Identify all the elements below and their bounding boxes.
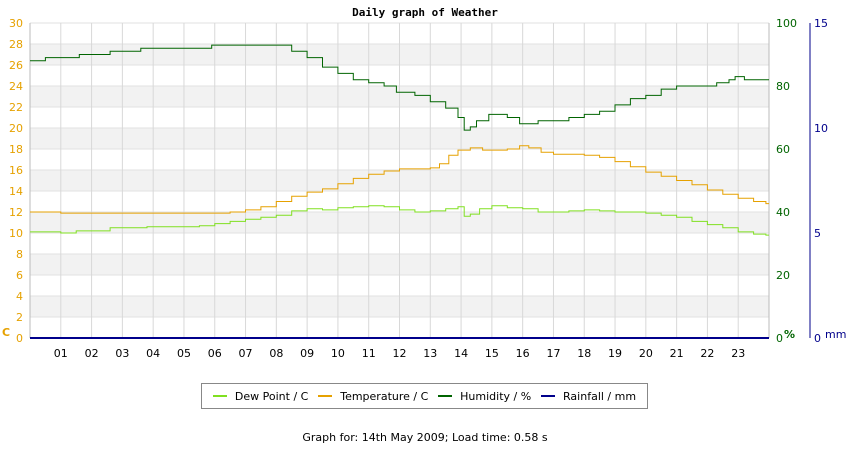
y-tick-label-temperature: 28	[9, 38, 23, 51]
y-tick-label-humidity: 80	[776, 80, 790, 93]
series-line-temperature	[30, 145, 769, 214]
x-tick-label: 12	[393, 347, 407, 360]
y-tick-label-temperature: 18	[9, 143, 23, 156]
y-tick-label-temperature: 26	[9, 59, 23, 72]
y-tick-label-temperature: 30	[9, 17, 23, 30]
x-tick-label: 21	[670, 347, 684, 360]
y-tick-label-rainfall: 0	[814, 332, 821, 345]
x-tick-label: 20	[639, 347, 653, 360]
y-tick-label-temperature: 24	[9, 80, 23, 93]
y-tick-label-humidity: 0	[776, 332, 783, 345]
legend-item-dew-point: Dew Point / C	[212, 389, 309, 403]
y-tick-label-temperature: 2	[16, 311, 23, 324]
legend: Dew Point / C Temperature / C Humidity /…	[201, 383, 648, 409]
legend-item-rainfall: Rainfall / mm	[541, 390, 636, 403]
y-tick-label-temperature: 10	[9, 227, 23, 240]
x-tick-label: 15	[485, 347, 499, 360]
legend-swatch-rainfall	[541, 395, 556, 397]
series-line-dew-point	[30, 205, 769, 236]
chart-title: Daily graph of Weather	[352, 6, 498, 19]
y-tick-label-temperature: 22	[9, 101, 23, 114]
x-tick-label: 17	[546, 347, 560, 360]
legend-label-humidity: Humidity / %	[460, 389, 532, 403]
y-axis-unit-humidity: %	[784, 328, 795, 341]
y-tick-label-temperature: 14	[9, 185, 23, 198]
legend-item-humidity: Humidity / %	[438, 390, 531, 403]
footer-text: Graph for: 14th May 2009; Load time: 0.5…	[302, 431, 548, 444]
x-tick-label: 23	[731, 347, 745, 360]
legend-label-temperature: Temperature / C	[340, 389, 429, 403]
y-tick-label-rainfall: 15	[814, 17, 828, 30]
y-tick-label-humidity: 40	[776, 206, 790, 219]
legend-label-dew-point: Dew Point / C	[234, 389, 309, 403]
legend-item-temperature: Temperature / C	[318, 390, 428, 403]
y-tick-label-humidity: 60	[776, 143, 790, 156]
y-tick-label-temperature: 16	[9, 164, 23, 177]
y-tick-label-humidity: 100	[776, 17, 797, 30]
x-tick-label: 05	[177, 347, 191, 360]
x-tick-label: 09	[300, 347, 314, 360]
y-tick-label-rainfall: 5	[814, 227, 821, 240]
y-tick-label-temperature: 8	[16, 248, 23, 261]
y-tick-label-temperature: 0	[16, 332, 23, 345]
legend-swatch-humidity	[438, 395, 453, 397]
x-tick-label: 07	[239, 347, 253, 360]
x-tick-label: 10	[331, 347, 345, 360]
x-tick-label: 08	[269, 347, 283, 360]
y-tick-label-temperature: 4	[16, 290, 23, 303]
legend-swatch-dew-point	[212, 395, 227, 397]
y-tick-label-temperature: 20	[9, 122, 23, 135]
legend-swatch-temperature	[318, 395, 333, 397]
y-axis-unit-temperature: C	[2, 326, 10, 339]
x-tick-label: 03	[115, 347, 129, 360]
y-tick-label-humidity: 20	[776, 269, 790, 282]
x-tick-label: 06	[208, 347, 222, 360]
y-axis-unit-rainfall: mm	[825, 328, 846, 341]
x-tick-label: 22	[700, 347, 714, 360]
series-line-humidity	[30, 44, 769, 131]
x-tick-label: 16	[516, 347, 530, 360]
legend-label-rainfall: Rainfall / mm	[563, 389, 637, 403]
x-tick-label: 04	[146, 347, 160, 360]
y-tick-label-temperature: 12	[9, 206, 23, 219]
x-tick-label: 11	[362, 347, 376, 360]
x-tick-label: 19	[608, 347, 622, 360]
y-tick-label-rainfall: 10	[814, 122, 828, 135]
x-tick-label: 14	[454, 347, 468, 360]
x-tick-label: 18	[577, 347, 591, 360]
x-tick-label: 02	[85, 347, 99, 360]
x-tick-label: 13	[423, 347, 437, 360]
x-tick-label: 01	[54, 347, 68, 360]
y-tick-label-temperature: 6	[16, 269, 23, 282]
